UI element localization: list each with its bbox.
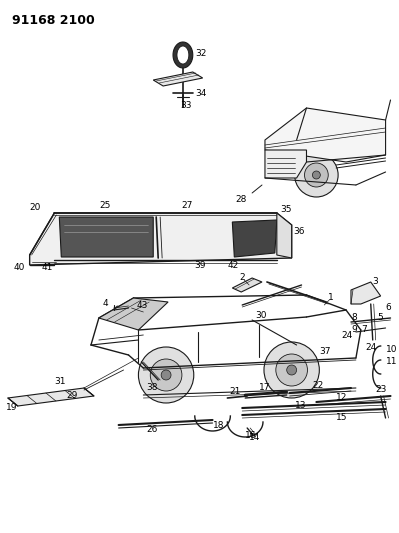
Text: 21: 21 <box>229 387 241 397</box>
Text: 25: 25 <box>99 201 110 211</box>
Text: 11: 11 <box>385 358 397 367</box>
Text: 91168 2100: 91168 2100 <box>12 14 95 27</box>
Circle shape <box>304 163 328 187</box>
Polygon shape <box>351 282 381 304</box>
Circle shape <box>126 306 130 310</box>
Text: 30: 30 <box>255 311 267 320</box>
Text: 4: 4 <box>103 300 109 309</box>
Text: 10: 10 <box>385 344 397 353</box>
Text: 16: 16 <box>245 431 257 440</box>
Text: 32: 32 <box>196 50 207 59</box>
Text: 24: 24 <box>366 343 377 352</box>
Text: 36: 36 <box>294 228 305 237</box>
Text: 37: 37 <box>319 348 331 357</box>
Polygon shape <box>99 298 168 330</box>
Circle shape <box>161 370 171 380</box>
Text: 2: 2 <box>239 273 245 282</box>
Text: 14: 14 <box>249 433 261 442</box>
Text: 5: 5 <box>378 313 383 322</box>
Polygon shape <box>177 46 189 64</box>
Text: 18: 18 <box>213 421 224 430</box>
Polygon shape <box>173 42 193 68</box>
Text: 42: 42 <box>227 262 239 271</box>
Text: 9: 9 <box>351 326 357 335</box>
Circle shape <box>294 153 338 197</box>
Text: 19: 19 <box>6 403 18 413</box>
Text: 38: 38 <box>146 384 158 392</box>
Text: 7: 7 <box>361 326 367 335</box>
Circle shape <box>264 342 319 398</box>
Text: 3: 3 <box>373 278 379 287</box>
Text: 22: 22 <box>312 382 324 391</box>
Polygon shape <box>232 278 262 292</box>
Circle shape <box>287 365 296 375</box>
Text: 33: 33 <box>180 101 192 109</box>
Circle shape <box>276 354 308 386</box>
Text: 20: 20 <box>30 203 41 212</box>
Text: 27: 27 <box>181 201 192 211</box>
Text: 12: 12 <box>336 393 348 402</box>
Text: 34: 34 <box>196 88 207 98</box>
Circle shape <box>120 306 124 310</box>
Circle shape <box>150 359 182 391</box>
Polygon shape <box>153 72 203 86</box>
Text: 6: 6 <box>385 303 391 312</box>
Text: 29: 29 <box>66 392 78 400</box>
Text: 43: 43 <box>136 301 148 310</box>
Text: 39: 39 <box>195 262 206 271</box>
Polygon shape <box>59 217 153 257</box>
Polygon shape <box>265 150 306 178</box>
Circle shape <box>116 306 120 310</box>
Text: 41: 41 <box>41 263 53 272</box>
Text: 23: 23 <box>376 385 387 394</box>
Polygon shape <box>265 108 385 162</box>
Text: 17: 17 <box>259 384 271 392</box>
Text: 35: 35 <box>280 206 291 214</box>
Circle shape <box>138 347 194 403</box>
Polygon shape <box>8 388 94 406</box>
Polygon shape <box>30 213 292 265</box>
Polygon shape <box>277 213 292 258</box>
Text: 26: 26 <box>146 425 158 434</box>
Text: 28: 28 <box>235 196 247 205</box>
Text: 8: 8 <box>351 313 357 322</box>
Circle shape <box>312 171 320 179</box>
Text: 40: 40 <box>14 263 25 272</box>
Polygon shape <box>232 220 277 257</box>
Text: 31: 31 <box>54 377 66 386</box>
Text: 13: 13 <box>294 401 306 410</box>
Text: 15: 15 <box>336 414 348 423</box>
Text: 24: 24 <box>341 332 352 341</box>
Text: 1: 1 <box>328 294 334 303</box>
